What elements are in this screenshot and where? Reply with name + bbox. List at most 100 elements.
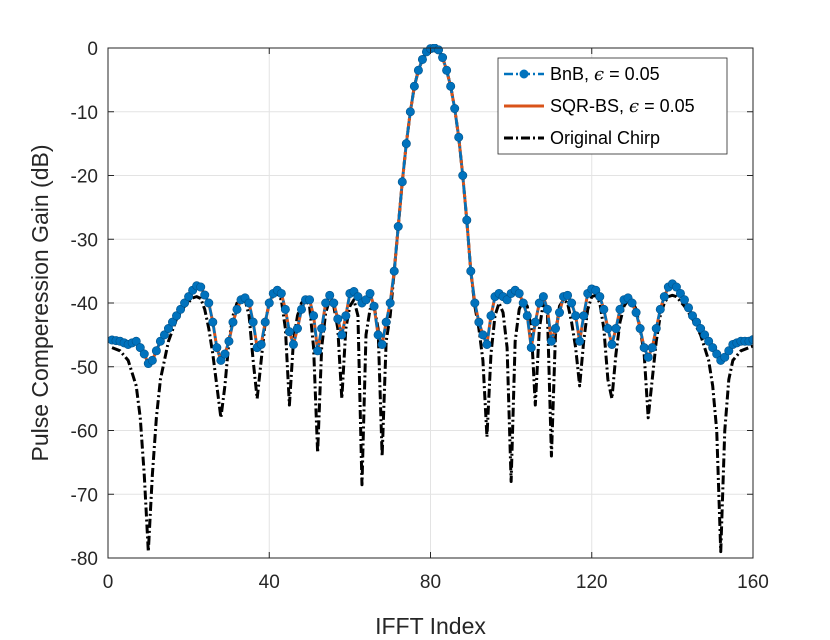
data-point xyxy=(413,65,423,75)
data-point xyxy=(542,304,552,314)
data-point xyxy=(276,288,286,298)
data-point xyxy=(554,308,564,318)
data-point xyxy=(397,177,407,187)
data-point xyxy=(365,288,375,298)
data-point xyxy=(550,323,560,333)
data-point xyxy=(502,295,512,305)
data-point xyxy=(575,336,585,346)
data-point xyxy=(518,298,528,308)
data-point xyxy=(377,339,387,349)
x-tick-label: 120 xyxy=(576,572,608,593)
data-point xyxy=(139,349,149,359)
data-point xyxy=(401,139,411,149)
data-point xyxy=(151,346,161,356)
data-point xyxy=(385,298,395,308)
data-point xyxy=(341,311,351,321)
y-tick-label: -80 xyxy=(71,549,98,570)
legend-label-sqrbs: SQR-BS, ϵ = 0.05 xyxy=(550,96,695,117)
data-point xyxy=(724,346,734,356)
legend-entry-sqrbs: SQR-BS, ϵ = 0.05 xyxy=(504,96,695,117)
data-point xyxy=(333,314,343,324)
data-point xyxy=(317,323,327,333)
data-point xyxy=(647,343,657,353)
data-point xyxy=(462,215,472,225)
data-point xyxy=(212,343,222,353)
data-point xyxy=(373,330,383,340)
data-point xyxy=(591,285,601,295)
legend: BnB, ϵ = 0.05 SQR-BS, ϵ = 0.05 Original … xyxy=(497,57,728,155)
data-point xyxy=(216,355,226,365)
y-tick-label: -50 xyxy=(71,358,98,379)
series-bnb xyxy=(108,44,753,369)
data-point xyxy=(675,288,685,298)
legend-entry-bnb: BnB, ϵ = 0.05 xyxy=(504,64,660,85)
data-point xyxy=(200,290,210,300)
data-point xyxy=(651,323,661,333)
data-point xyxy=(603,323,613,333)
data-point xyxy=(172,311,182,321)
data-point xyxy=(288,339,298,349)
data-point xyxy=(393,222,403,232)
data-point xyxy=(159,330,169,340)
data-point xyxy=(692,317,702,327)
data-point xyxy=(204,298,214,308)
legend-label-original-chirp: Original Chirp xyxy=(550,128,660,148)
data-point xyxy=(458,171,468,181)
data-point xyxy=(571,311,581,321)
data-point xyxy=(514,288,524,298)
x-tick-label: 160 xyxy=(737,572,769,593)
data-point xyxy=(522,311,532,321)
data-point xyxy=(329,298,339,308)
data-point xyxy=(599,304,609,314)
legend-label-bnb: BnB, ϵ = 0.05 xyxy=(550,64,660,85)
legend-marker-bnb xyxy=(519,69,529,79)
data-point xyxy=(696,323,706,333)
data-point xyxy=(643,352,653,362)
data-point xyxy=(611,323,621,333)
data-point xyxy=(256,339,266,349)
data-point xyxy=(389,266,399,276)
data-point xyxy=(446,81,456,91)
data-point xyxy=(482,339,492,349)
data-point xyxy=(264,298,274,308)
data-point xyxy=(635,323,645,333)
x-tick-label: 0 xyxy=(103,572,114,593)
data-point xyxy=(683,303,693,313)
data-point xyxy=(579,311,589,321)
y-tick-label: -30 xyxy=(71,230,98,251)
data-point xyxy=(232,304,242,314)
data-point xyxy=(284,327,294,337)
data-point xyxy=(631,308,641,318)
data-point xyxy=(184,292,194,302)
data-point xyxy=(671,282,681,292)
data-point xyxy=(309,311,319,321)
y-tick-label: 0 xyxy=(87,39,98,60)
data-point xyxy=(712,349,722,359)
data-point xyxy=(434,45,444,55)
data-point xyxy=(615,304,625,314)
data-point xyxy=(381,317,391,327)
tick-layer: 0 40 80 120 160 0 -10 -20 -30 -40 -50 -60 -70 -80 xyxy=(71,39,769,593)
data-point xyxy=(534,298,544,308)
data-point xyxy=(486,311,496,321)
data-point xyxy=(474,317,484,327)
data-point xyxy=(369,301,379,311)
data-point xyxy=(567,298,577,308)
data-point xyxy=(454,132,464,142)
data-point xyxy=(470,298,480,308)
data-point xyxy=(361,295,371,305)
x-tick-label: 80 xyxy=(420,572,441,593)
data-point xyxy=(313,346,323,356)
data-point xyxy=(607,339,617,349)
data-point xyxy=(244,298,254,308)
data-point xyxy=(563,290,573,300)
data-point xyxy=(155,336,165,346)
data-point xyxy=(417,54,427,64)
y-tick-label: -40 xyxy=(71,294,98,315)
y-tick-label: -60 xyxy=(71,422,98,443)
data-point xyxy=(325,290,335,300)
x-tick-label: 40 xyxy=(259,572,280,593)
data-point xyxy=(639,343,649,353)
data-point xyxy=(538,292,548,302)
data-point xyxy=(220,349,230,359)
